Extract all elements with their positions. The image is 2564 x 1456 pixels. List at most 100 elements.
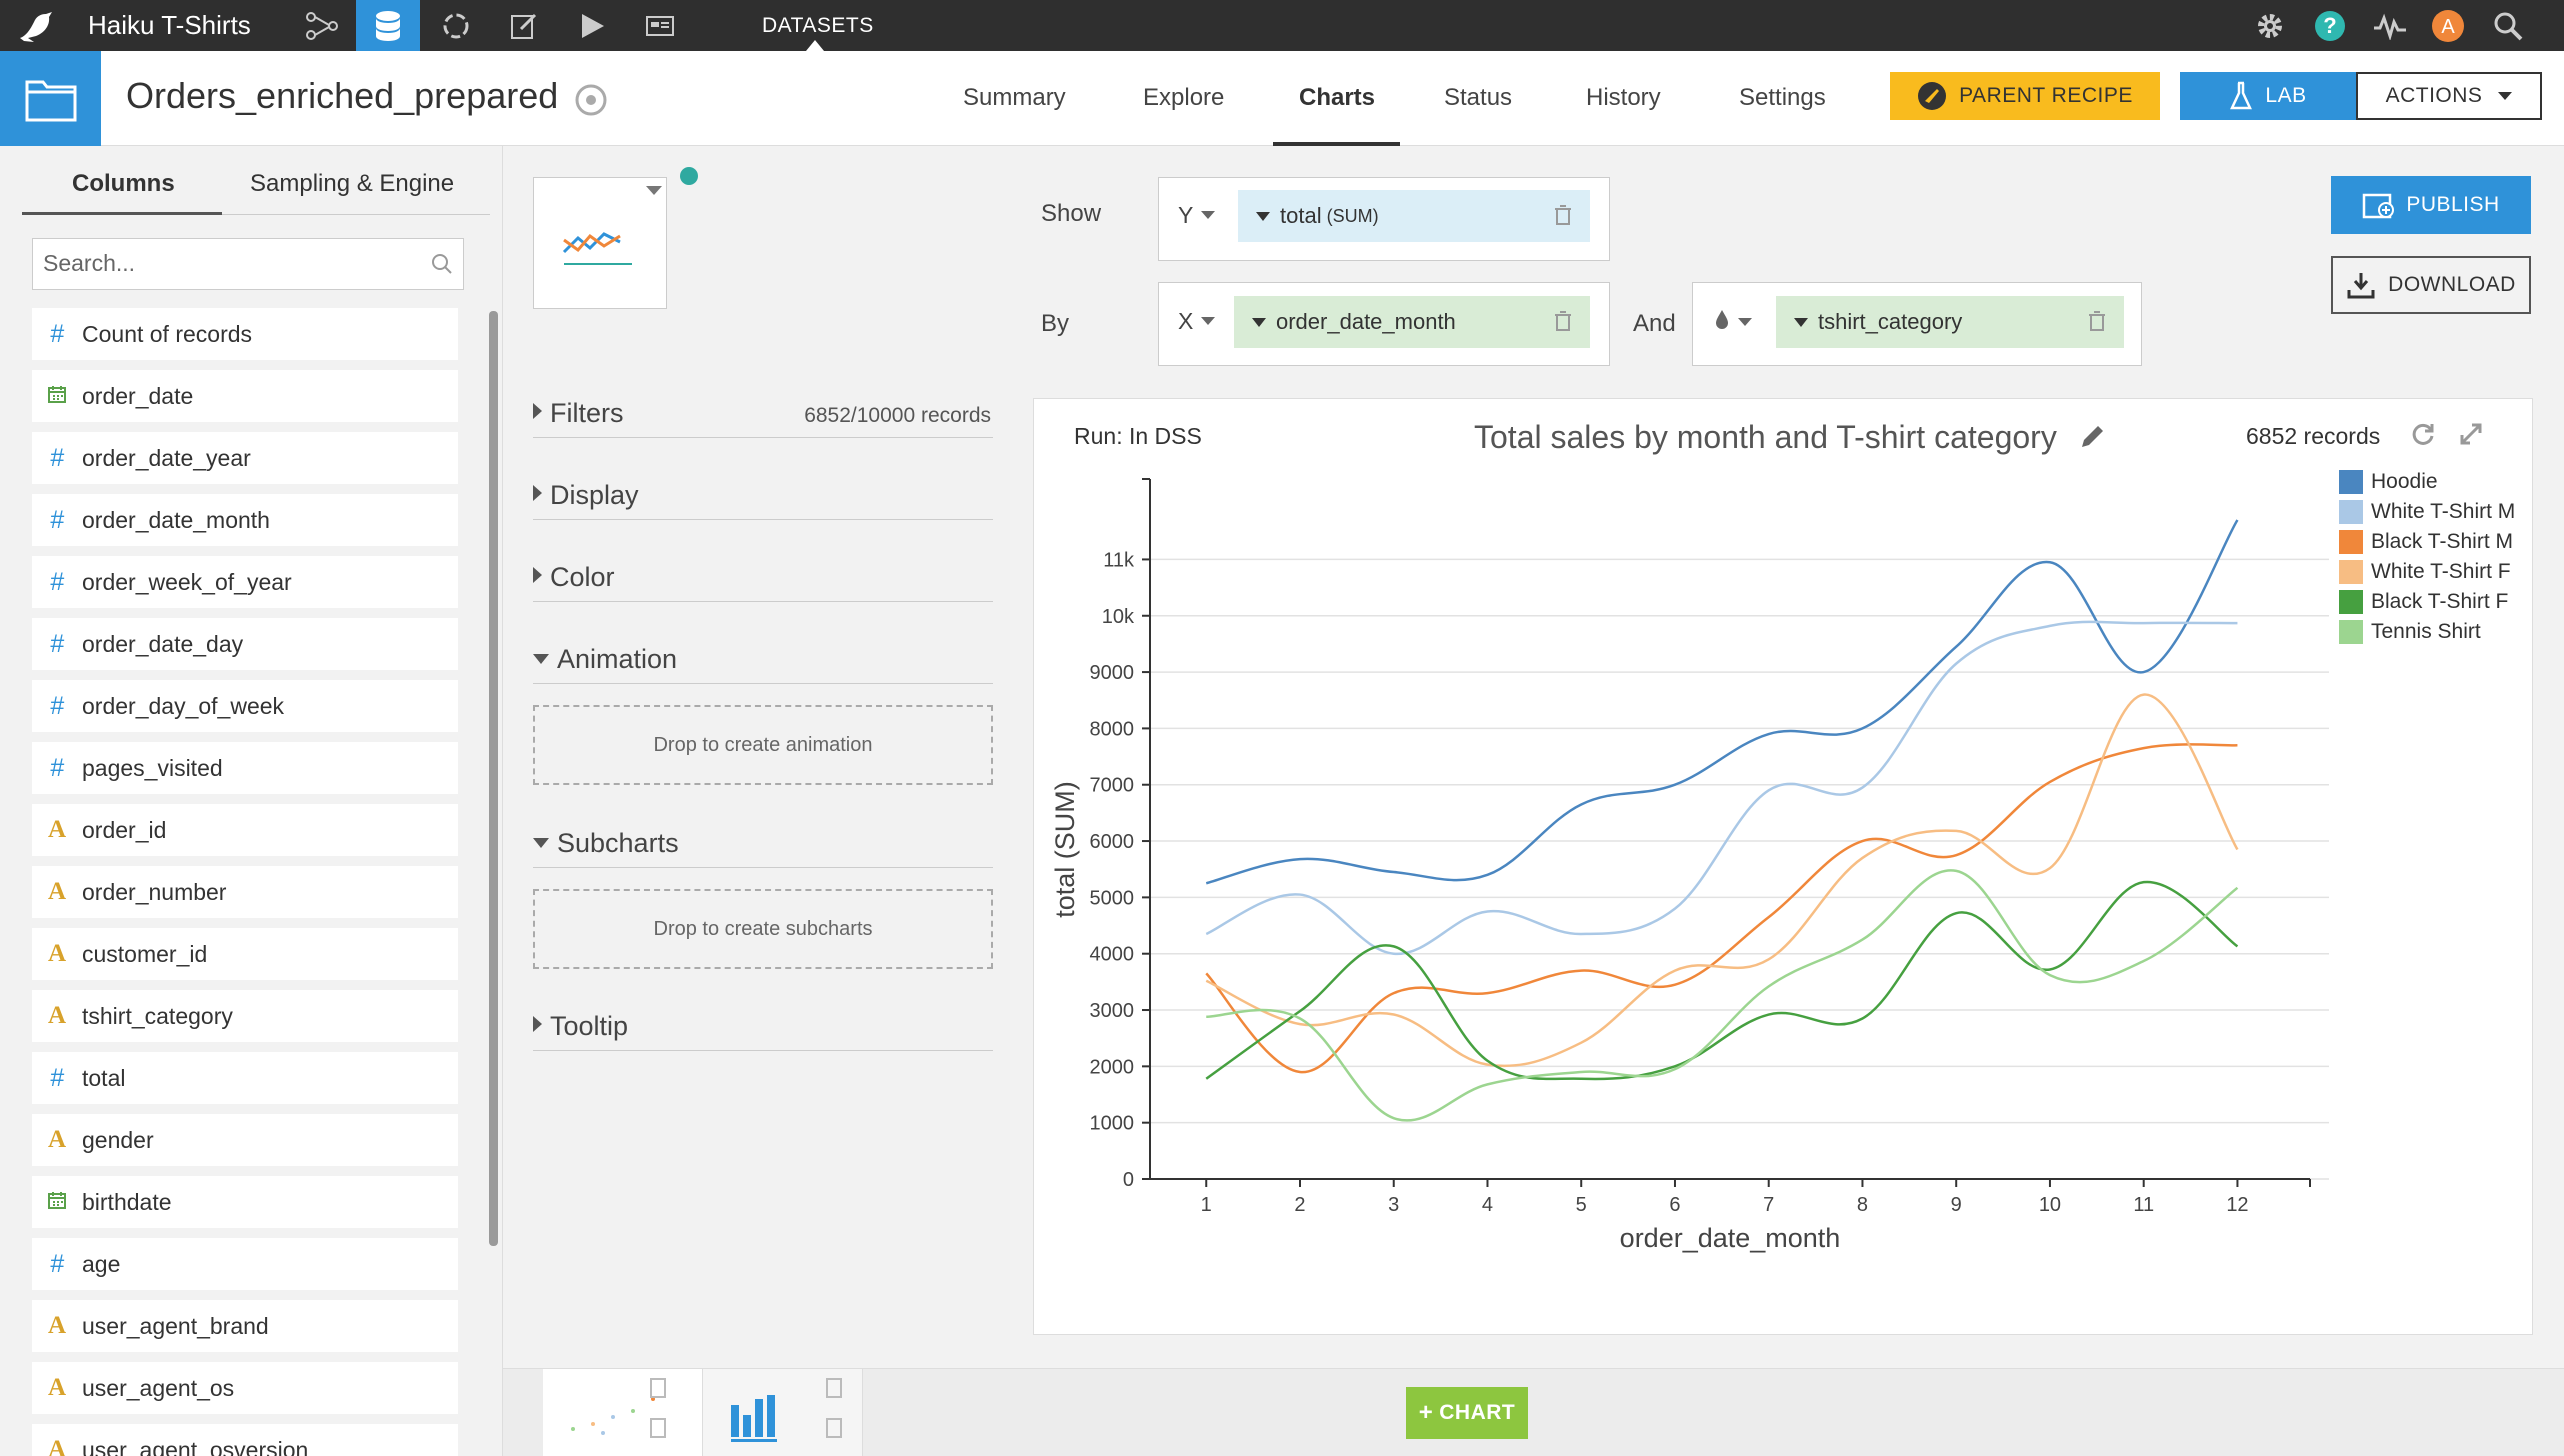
legend-item[interactable]: Tennis Shirt (2339, 617, 2515, 647)
column-name: gender (82, 1126, 154, 1153)
tab-sampling-engine[interactable]: Sampling & Engine (250, 170, 455, 197)
column-item[interactable]: order_date (32, 370, 458, 422)
actions-button[interactable]: ACTIONS (2356, 72, 2542, 120)
trash-icon[interactable] (1554, 204, 1572, 226)
tab-history[interactable]: History (1586, 84, 1661, 111)
tooltip-section[interactable]: Tooltip (533, 1011, 993, 1051)
y-axis-selector[interactable]: Y (1178, 202, 1216, 229)
help-icon[interactable]: ? (2312, 8, 2348, 44)
search-icon[interactable] (2490, 8, 2526, 44)
dataset-title: Orders_enriched_prepared (126, 75, 559, 116)
legend-swatch (2339, 620, 2363, 644)
y-tick-label: 9000 (1090, 662, 1135, 684)
x-tick-label: 4 (1482, 1194, 1493, 1216)
avatar[interactable]: A (2430, 8, 2466, 44)
chart-type-selector[interactable] (533, 177, 667, 309)
color-section[interactable]: Color (533, 562, 993, 602)
y-axis-label: total (SUM) (1050, 781, 1080, 918)
column-item[interactable]: birthdate (32, 1176, 458, 1228)
legend-item[interactable]: White T-Shirt F (2339, 557, 2515, 587)
column-item[interactable]: # order_date_month (32, 494, 458, 546)
numeric-type-icon: # (50, 691, 64, 720)
chart-title[interactable]: Total sales by month and T-shirt categor… (1474, 419, 2057, 455)
publish-button[interactable]: PUBLISH (2331, 176, 2531, 234)
column-item[interactable]: # pages_visited (32, 742, 458, 794)
filters-section[interactable]: Filters 6852/10000 records (533, 398, 993, 438)
column-item[interactable]: # order_day_of_week (32, 680, 458, 732)
dashboard-icon[interactable] (628, 0, 692, 51)
legend-item[interactable]: White T-Shirt M (2339, 497, 2515, 527)
tab-summary[interactable]: Summary (963, 84, 1066, 111)
columns-scrollbar[interactable] (489, 311, 498, 1246)
subcharts-dropzone[interactable]: Drop to create subcharts (533, 889, 993, 969)
refresh-icon[interactable] (2410, 421, 2436, 447)
color-dimension-pill[interactable]: tshirt_category (1776, 296, 2124, 348)
trash-icon[interactable] (1554, 310, 1572, 332)
tab-settings[interactable]: Settings (1739, 84, 1826, 111)
chart-thumbnail-1[interactable] (543, 1369, 703, 1456)
bird-logo-icon[interactable] (16, 8, 56, 44)
column-search-input[interactable] (33, 239, 413, 287)
project-name[interactable]: Haiku T-Shirts (88, 10, 251, 40)
y-axis-letter: Y (1178, 202, 1194, 228)
expand-icon[interactable] (2458, 421, 2484, 447)
y-tick-label: 4000 (1090, 944, 1135, 966)
legend-item[interactable]: Black T-Shirt F (2339, 587, 2515, 617)
animation-dropzone[interactable]: Drop to create animation (533, 705, 993, 785)
series-line-black-t-shirt-f (1205, 880, 2239, 1081)
calendar-icon (32, 1188, 82, 1217)
recipes-icon[interactable] (424, 0, 488, 51)
gear-icon[interactable] (2252, 8, 2288, 44)
column-item[interactable]: # age (32, 1238, 458, 1290)
download-button[interactable]: DOWNLOAD (2331, 256, 2531, 314)
tab-explore[interactable]: Explore (1143, 84, 1225, 111)
tab-charts[interactable]: Charts (1299, 84, 1376, 111)
add-chart-button[interactable]: + CHART (1406, 1387, 1528, 1439)
legend-item[interactable]: Hoodie (2339, 467, 2515, 497)
chevron-down-icon (1794, 317, 1808, 327)
x-tick-label: 9 (1951, 1194, 1962, 1216)
notebook-icon[interactable] (492, 0, 556, 51)
column-item[interactable]: # total (32, 1052, 458, 1104)
chevron-down-icon (2498, 92, 2513, 100)
section-label[interactable]: DATASETS (762, 14, 874, 37)
chart-thumbnail-2[interactable] (703, 1369, 863, 1456)
legend-label: Black T-Shirt M (2371, 530, 2513, 553)
x-dimension-pill[interactable]: order_date_month (1234, 296, 1590, 348)
display-section[interactable]: Display (533, 480, 993, 520)
trash-icon[interactable] (2088, 310, 2106, 332)
column-item[interactable]: # Count of records (32, 308, 458, 360)
x-axis-selector[interactable]: X (1178, 308, 1216, 335)
legend-item[interactable]: Black T-Shirt M (2339, 527, 2515, 557)
column-item[interactable]: # order_date_year (32, 432, 458, 484)
subcharts-section[interactable]: Subcharts (533, 828, 993, 868)
column-item[interactable]: # order_week_of_year (32, 556, 458, 608)
animation-section[interactable]: Animation (533, 644, 993, 684)
series-line-white-t-shirt-m (1205, 620, 2238, 955)
filters-label: Filters (550, 398, 624, 428)
datasets-icon[interactable] (356, 0, 420, 51)
y-measure-pill[interactable]: total (SUM) (1238, 190, 1590, 242)
color-dimension-selector[interactable] (1714, 308, 1752, 336)
column-item[interactable]: # order_date_day (32, 618, 458, 670)
lab-button[interactable]: LAB (2180, 72, 2356, 120)
activity-icon[interactable] (2372, 8, 2408, 44)
chevron-down-icon (533, 838, 549, 848)
dataset-type-icon[interactable] (574, 83, 608, 117)
x-tick-label: 6 (1669, 1194, 1680, 1216)
numeric-type-icon: # (50, 629, 64, 658)
tab-status[interactable]: Status (1444, 84, 1513, 111)
tab-columns[interactable]: Columns (72, 170, 175, 197)
pencil-icon[interactable] (2078, 421, 2108, 451)
jobs-icon[interactable] (560, 0, 624, 51)
flow-icon[interactable] (290, 0, 354, 51)
parent-recipe-button[interactable]: PARENT RECIPE (1890, 72, 2160, 120)
